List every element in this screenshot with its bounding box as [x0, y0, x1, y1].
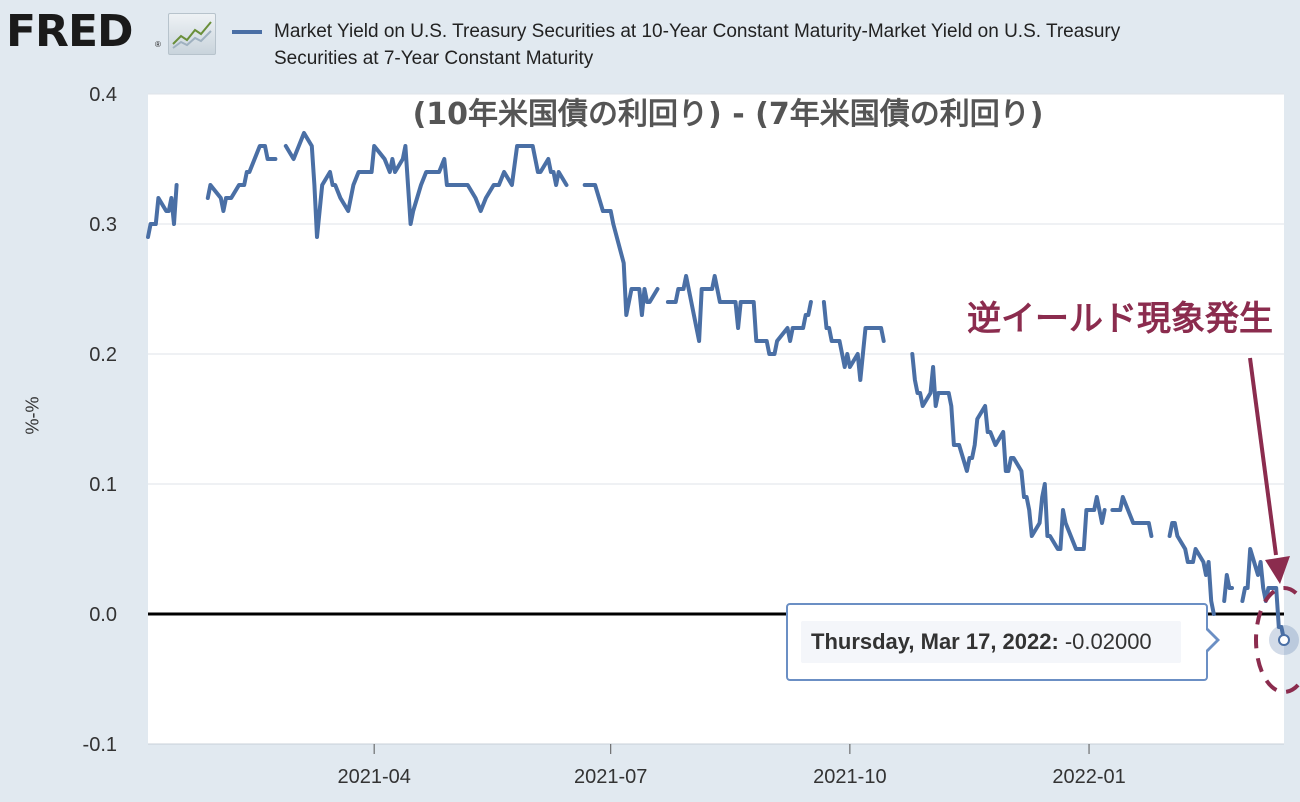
- series-line: [146, 183, 179, 239]
- y-tick-label: 0.0: [89, 604, 117, 626]
- x-tick-label: 2022-01: [1052, 766, 1125, 788]
- annotation-arrow-shaft: [1248, 357, 1278, 556]
- series-line: [1110, 495, 1154, 538]
- x-tick-label: 2021-07: [574, 766, 647, 788]
- tooltip-pointer-inner: [1204, 628, 1216, 652]
- tooltip-value: -0.02000: [1064, 629, 1152, 654]
- annotation-arrow-head: [1265, 556, 1290, 584]
- tooltip: Thursday, Mar 17, 2022: -0.02000: [786, 603, 1208, 681]
- chart-header: FRED ® Market Yield on U.S. Treasury Sec…: [0, 0, 1300, 90]
- annotation-group: 逆イールド現象発生: [967, 299, 1300, 694]
- x-tick-labels: 2021-04 2021-07 2021-10 2022-01: [148, 743, 1284, 788]
- fred-logo[interactable]: FRED: [6, 6, 134, 57]
- tooltip-date: Thursday, Mar 17, 2022:: [811, 629, 1059, 654]
- x-tick-label: 2021-10: [813, 766, 886, 788]
- y-tick-label: 0.2: [89, 344, 117, 366]
- series-line-group: [146, 131, 1299, 655]
- series-line: [910, 352, 1107, 551]
- series-line: [1167, 521, 1216, 616]
- legend-swatch: [232, 30, 262, 34]
- y-tick-label: 0.3: [89, 214, 117, 236]
- annotation-label: 逆イールド現象発生: [967, 299, 1273, 339]
- tooltip-body: Thursday, Mar 17, 2022: -0.02000: [801, 621, 1181, 663]
- highlight-point: [1278, 634, 1290, 646]
- series-line: [1222, 573, 1234, 603]
- x-tick-label: 2021-04: [337, 766, 410, 788]
- legend-series-label: Market Yield on U.S. Treasury Securities…: [274, 21, 1121, 69]
- series-line: [821, 300, 886, 382]
- series-line: [665, 274, 813, 356]
- series-line: [205, 144, 278, 213]
- annotation-highlight-ring: [1254, 586, 1300, 694]
- y-tick-label: -0.1: [83, 734, 117, 756]
- series-line: [582, 183, 660, 317]
- registered-mark: ®: [155, 40, 161, 49]
- y-tick-labels: -0.1 0.0 0.1 0.2 0.3 0.4: [83, 84, 117, 756]
- chart-title: (10年米国債の利回り) - (7年米国債の利回り): [413, 97, 1044, 132]
- y-tick-label: 0.4: [89, 84, 117, 106]
- y-tick-label: 0.1: [89, 474, 117, 496]
- series-line: [283, 131, 569, 239]
- series-line: [1240, 547, 1286, 642]
- line-chart-icon: [168, 13, 216, 55]
